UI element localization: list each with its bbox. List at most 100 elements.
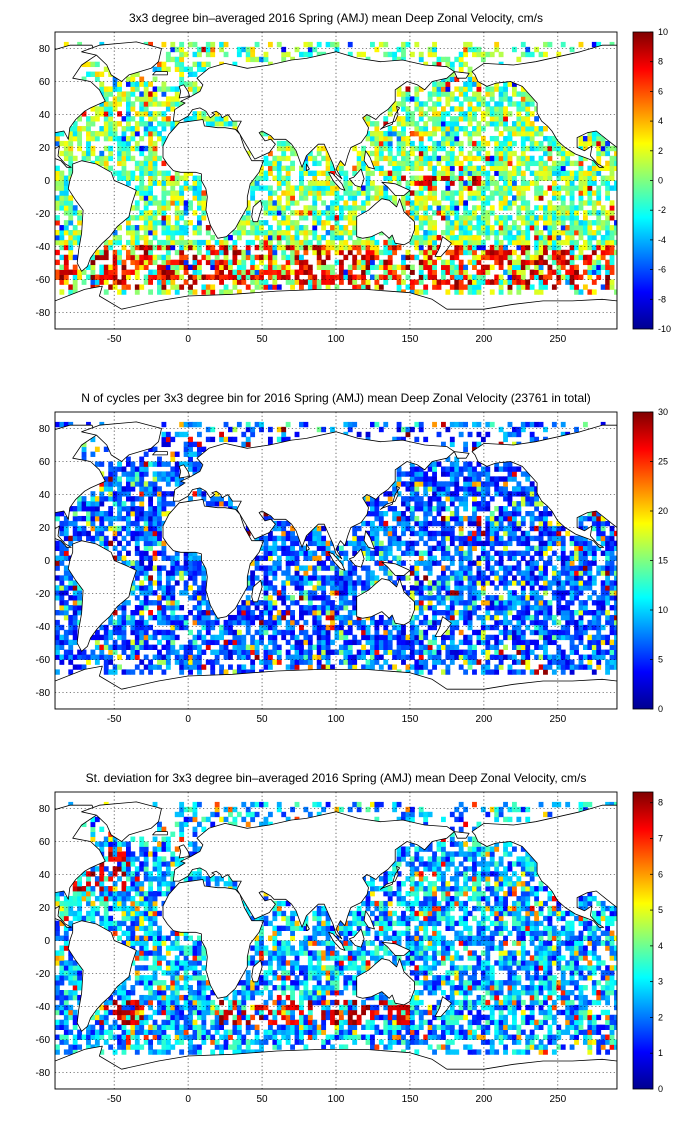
bin-cell (254, 244, 260, 251)
bin-cell (525, 234, 531, 241)
bin-cell (463, 91, 469, 97)
bin-cell (458, 86, 464, 92)
bin-cell (236, 225, 242, 231)
bin-cell (480, 264, 486, 270)
bin-cell (370, 249, 375, 256)
bin-cell (330, 165, 335, 171)
bin-cell (68, 165, 74, 171)
bin-cell (534, 140, 540, 147)
bin-cell (503, 225, 508, 231)
bin-cell (378, 274, 384, 280)
bin-cell (600, 649, 606, 655)
bin-cell (516, 289, 522, 295)
bin-cell (192, 639, 198, 646)
bin-cell (232, 649, 238, 655)
bin-cell (525, 610, 531, 616)
bin-cell (485, 654, 491, 660)
bin-cell (476, 230, 482, 236)
bin-cell (99, 131, 105, 137)
bin-cell (605, 269, 611, 275)
bin-cell (463, 619, 469, 626)
bin-cell (441, 639, 446, 646)
bin-cell (529, 284, 535, 290)
bin-cell (436, 590, 442, 596)
bin-cell (516, 259, 522, 266)
bin-cell (614, 595, 617, 601)
bin-cell (139, 624, 145, 631)
bin-cell (174, 200, 180, 206)
bin-cell (188, 550, 193, 556)
bin-cell (196, 200, 202, 206)
bin-cell (472, 649, 477, 655)
bin-cell (441, 264, 446, 270)
bin-cell (405, 590, 411, 596)
bin-cell (454, 624, 460, 631)
bin-cell (418, 180, 424, 186)
bin-cell (272, 274, 278, 280)
bin-cell (463, 81, 469, 87)
bin-cell (210, 669, 216, 675)
bin-cell (134, 126, 140, 132)
bin-cell (68, 215, 74, 221)
bin-cell (112, 610, 118, 616)
bin-cell (454, 244, 460, 251)
bin-cell (574, 160, 579, 167)
bin-cell (414, 580, 420, 586)
bin-cell (378, 644, 384, 650)
colorbar-tick-label: -8 (658, 294, 666, 304)
bin-cell (387, 634, 393, 641)
bin-cell (387, 254, 393, 261)
bin-cell (565, 215, 571, 221)
bin-cell (600, 175, 606, 181)
bin-cell (63, 639, 69, 646)
bin-cell (401, 254, 406, 261)
bin-cell (463, 269, 469, 275)
bin-cell (383, 135, 389, 142)
bin-cell (125, 254, 131, 261)
bin-cell (139, 284, 145, 290)
bin-cell (582, 225, 588, 231)
bin-cell (55, 239, 60, 246)
bin-cell (494, 610, 500, 616)
bin-cell (130, 175, 136, 181)
bin-cell (356, 185, 362, 191)
bin-cell (174, 264, 180, 270)
bin-cell (463, 614, 469, 621)
bin-cell (525, 160, 531, 167)
bin-cell (334, 185, 340, 191)
bin-cell (325, 634, 331, 641)
bin-cell (94, 254, 100, 261)
bin-cell (409, 254, 415, 261)
bin-cell (125, 81, 131, 87)
bin-cell (529, 180, 535, 186)
bin-cell (343, 239, 349, 246)
bin-cell (272, 230, 278, 236)
bin-cell (409, 234, 415, 241)
bin-cell (458, 225, 464, 231)
bin-cell (396, 629, 402, 636)
bin-cell (569, 185, 575, 191)
bin-cell (254, 639, 260, 646)
bin-cell (538, 51, 544, 58)
bin-cell (290, 279, 295, 285)
bin-cell (374, 274, 380, 280)
bin-cell (157, 279, 162, 285)
bin-cell (290, 654, 295, 660)
bin-cell (179, 190, 185, 196)
bin-cell (569, 600, 575, 606)
bin-cell (134, 634, 140, 641)
bin-cell (427, 669, 433, 675)
bin-cell (157, 605, 162, 611)
bin-cell (321, 185, 327, 191)
bin-cell (476, 126, 482, 132)
bin-cell (467, 259, 473, 266)
bin-cell (409, 131, 415, 137)
bin-cell (432, 210, 437, 216)
bin-cell (347, 610, 353, 616)
bin-cell (365, 659, 371, 665)
bin-cell (241, 605, 247, 611)
bin-cell (578, 244, 584, 251)
bin-cell (99, 111, 105, 117)
bin-cell (157, 239, 162, 246)
bin-cell (534, 605, 540, 611)
